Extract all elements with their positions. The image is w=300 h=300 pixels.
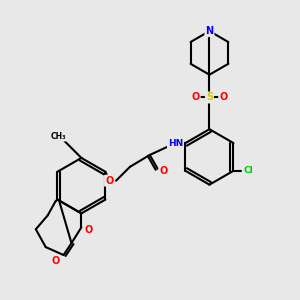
- Text: O: O: [191, 92, 200, 103]
- Text: O: O: [52, 256, 60, 266]
- Text: HN: HN: [168, 139, 183, 148]
- Text: S: S: [206, 92, 213, 103]
- Text: O: O: [105, 176, 113, 186]
- Text: N: N: [206, 26, 214, 36]
- Text: Cl: Cl: [244, 166, 253, 175]
- Text: O: O: [219, 92, 227, 103]
- Text: O: O: [84, 225, 92, 235]
- Text: O: O: [160, 166, 168, 176]
- Text: CH₃: CH₃: [51, 132, 66, 141]
